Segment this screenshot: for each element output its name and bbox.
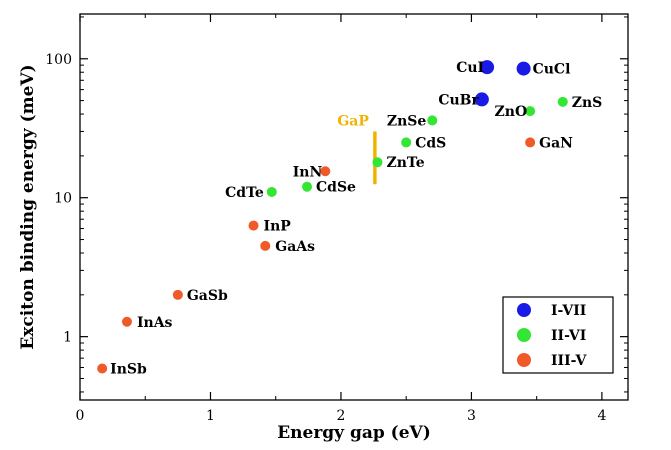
point-iii-v [172, 289, 183, 300]
point-label: CuCl [533, 62, 571, 78]
point-label: CuBr [438, 92, 479, 108]
data-points: CuI CuCl CuBr ZnS ZnO ZnSe CdS ZnTe CdSe CdTe GaN I… [97, 60, 602, 377]
point-label: ZnS [572, 95, 603, 111]
point-label: CdSe [316, 180, 356, 196]
plot-frame [79, 13, 629, 401]
point-ii-vi [266, 186, 277, 197]
legend-label: II-VI [551, 328, 586, 344]
x-tick-label: 3 [467, 408, 476, 424]
point-iii-v [525, 137, 536, 148]
x-tick-label: 1 [206, 408, 215, 424]
point-ii-vi [427, 115, 438, 126]
x-tick-label: 4 [597, 408, 606, 424]
legend-label: I-VII [551, 303, 586, 319]
point-i-vii [474, 92, 489, 107]
point-label: ZnO [495, 104, 528, 120]
gap-annotation-label: GaP [337, 113, 369, 129]
point-label: CdTe [225, 185, 264, 201]
y-tick-label: 1 [63, 330, 72, 346]
y-tick-label: 100 [45, 52, 72, 68]
point-ii-vi [372, 157, 383, 168]
point-label: CdS [415, 135, 446, 151]
y-axis-title: Exciton binding energy (meV) [18, 64, 38, 349]
axis-ticks: 0 1 2 3 4 1 10 100 [45, 14, 628, 424]
point-label: ZnSe [387, 113, 427, 129]
point-label: GaSb [187, 288, 228, 304]
point-label: InSb [110, 361, 147, 377]
y-tick-label: 10 [54, 191, 72, 207]
annotations: GaP [337, 113, 377, 185]
legend-label: III-V [551, 353, 587, 369]
point-ii-vi [525, 106, 536, 117]
legend-marker [517, 328, 531, 342]
point-label: InP [264, 219, 292, 235]
point-label: InAs [137, 315, 173, 331]
x-tick-label: 0 [76, 408, 85, 424]
point-i-vii [516, 61, 531, 76]
point-label: InN [293, 164, 323, 180]
point-i-vii [480, 60, 495, 75]
point-label: ZnTe [386, 155, 424, 171]
point-label: GaN [539, 135, 573, 151]
point-ii-vi [557, 96, 568, 107]
legend: I-VII II-VI III-V [502, 296, 614, 374]
point-ii-vi [401, 137, 412, 148]
legend-marker [517, 353, 531, 367]
point-label: CuI [456, 60, 484, 76]
point-iii-v [97, 363, 108, 374]
point-label: GaAs [275, 239, 315, 255]
point-ii-vi [302, 181, 313, 192]
point-iii-v [121, 316, 132, 327]
x-axis-title: Energy gap (eV) [277, 423, 431, 443]
point-iii-v [320, 166, 331, 177]
point-iii-v [248, 220, 259, 231]
x-tick-label: 2 [336, 408, 345, 424]
point-iii-v [260, 240, 271, 251]
legend-marker [517, 303, 531, 317]
